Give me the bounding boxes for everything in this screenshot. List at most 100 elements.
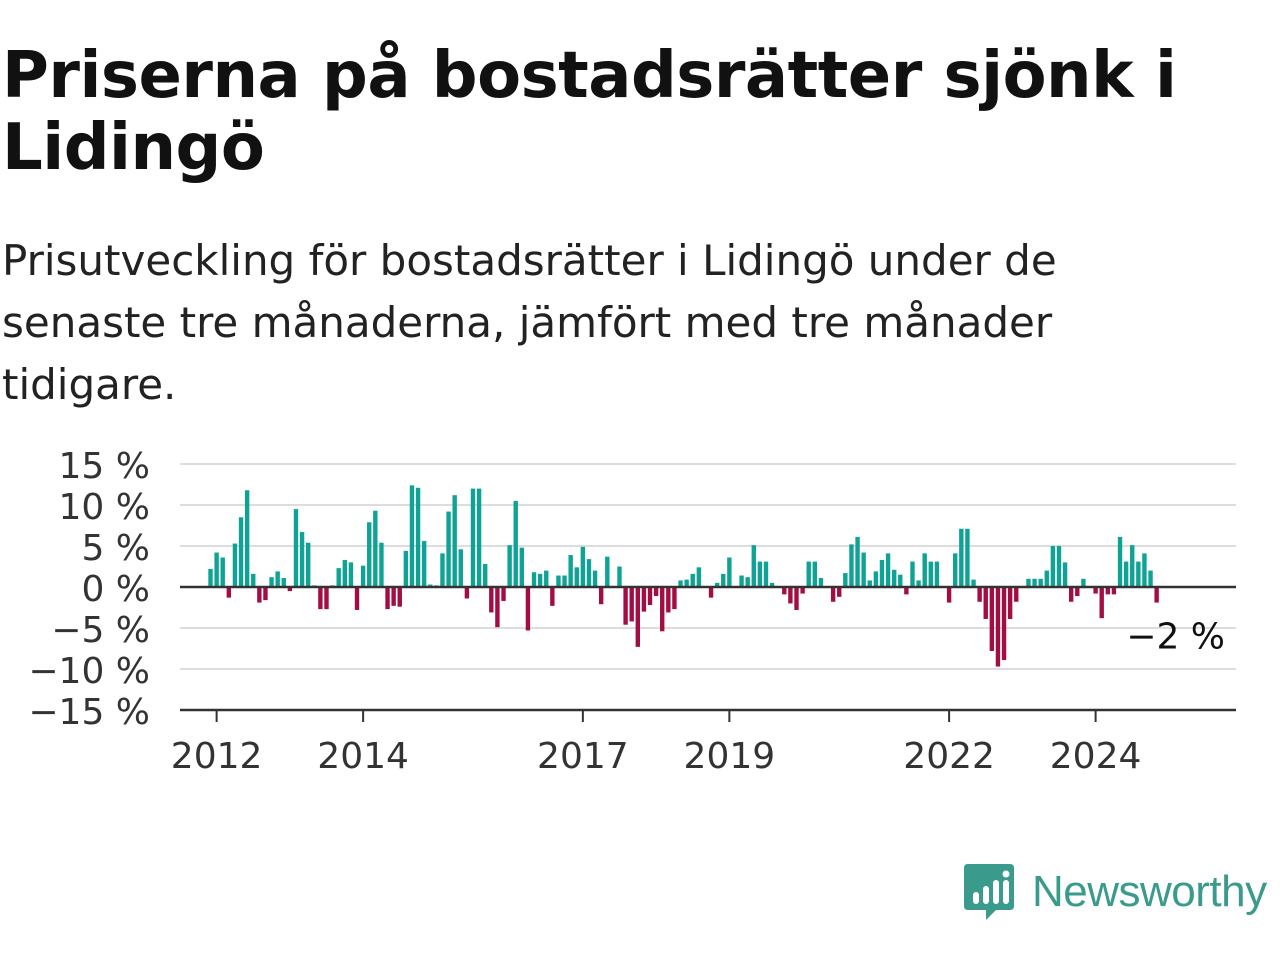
bar bbox=[763, 561, 769, 587]
x-tick-label: 2022 bbox=[903, 736, 995, 777]
bar bbox=[678, 580, 683, 587]
bar bbox=[910, 561, 915, 587]
bar bbox=[1154, 587, 1159, 603]
bar bbox=[464, 587, 470, 599]
bar bbox=[1026, 578, 1031, 587]
bar bbox=[598, 587, 604, 605]
bar bbox=[305, 542, 311, 587]
bar bbox=[1044, 570, 1049, 587]
bar bbox=[867, 580, 872, 587]
bar bbox=[403, 550, 409, 587]
bar bbox=[226, 587, 232, 598]
bar bbox=[531, 572, 537, 587]
bar bbox=[476, 488, 482, 587]
bar bbox=[922, 553, 927, 587]
bar bbox=[708, 587, 714, 598]
bar bbox=[1007, 587, 1013, 619]
bar bbox=[855, 536, 860, 587]
bar bbox=[1001, 587, 1007, 660]
x-tick-label: 2012 bbox=[171, 736, 263, 777]
bar bbox=[513, 500, 518, 587]
bar bbox=[397, 587, 402, 607]
bar bbox=[995, 587, 1001, 667]
bar bbox=[544, 570, 549, 587]
bar bbox=[934, 561, 940, 587]
bar bbox=[690, 573, 695, 587]
bar bbox=[983, 587, 988, 619]
bar bbox=[220, 557, 225, 587]
newsworthy-logo: Newsworthy bbox=[964, 862, 1267, 922]
bar bbox=[891, 569, 897, 587]
bar bbox=[800, 587, 805, 594]
bar bbox=[251, 573, 256, 587]
bar bbox=[660, 587, 665, 632]
bar bbox=[1068, 587, 1074, 602]
bar bbox=[263, 587, 268, 601]
bar bbox=[318, 587, 323, 610]
bar bbox=[885, 553, 891, 587]
bar bbox=[843, 573, 848, 587]
bar bbox=[745, 577, 750, 587]
bar bbox=[782, 587, 787, 595]
grid-lines bbox=[180, 463, 1236, 670]
bar bbox=[495, 587, 500, 628]
bar bbox=[342, 559, 347, 587]
bar bbox=[1111, 587, 1117, 595]
x-tick-label: 2017 bbox=[537, 736, 629, 777]
bar bbox=[672, 587, 677, 610]
bar bbox=[1099, 587, 1104, 619]
bar bbox=[287, 587, 293, 592]
y-tick-label: 5 % bbox=[81, 528, 150, 569]
bar bbox=[684, 579, 689, 587]
bar bbox=[879, 559, 885, 587]
bar bbox=[928, 561, 933, 587]
bar bbox=[360, 565, 366, 587]
bar bbox=[281, 577, 286, 587]
bar bbox=[666, 587, 671, 613]
bar bbox=[1032, 578, 1037, 587]
bar bbox=[873, 571, 879, 587]
bar bbox=[299, 532, 305, 587]
bar bbox=[946, 587, 952, 603]
bar bbox=[751, 545, 756, 587]
bar bbox=[635, 587, 640, 647]
bar bbox=[324, 587, 329, 610]
bar bbox=[446, 511, 451, 587]
bar bbox=[647, 587, 653, 606]
bar bbox=[592, 570, 598, 587]
bar bbox=[830, 587, 836, 602]
bar bbox=[812, 561, 818, 587]
last-value-label: −2 % bbox=[1126, 617, 1225, 658]
bars bbox=[208, 485, 1159, 667]
bar bbox=[574, 567, 579, 587]
bar bbox=[1056, 546, 1062, 587]
bar bbox=[367, 522, 372, 587]
bar bbox=[916, 580, 921, 587]
bar bbox=[556, 575, 561, 587]
axes bbox=[180, 585, 1236, 722]
chart-subtitle: Prisutveckling för bostadsrätter i Lidin… bbox=[2, 236, 1057, 409]
bar bbox=[550, 587, 555, 606]
y-tick-label: 15 % bbox=[59, 446, 150, 487]
bar bbox=[354, 587, 360, 610]
bar bbox=[238, 517, 244, 587]
bar bbox=[244, 490, 250, 587]
bar bbox=[861, 552, 866, 587]
bar-chart: 15 %10 %5 %0 %−5 %−10 %−15 % 2012 2014 2017… bbox=[28, 446, 1236, 777]
x-tick-label: 2014 bbox=[317, 736, 409, 777]
bar bbox=[519, 547, 525, 587]
bar bbox=[232, 543, 238, 587]
bar bbox=[818, 577, 824, 587]
bar bbox=[269, 577, 274, 587]
newsworthy-logo-icon bbox=[964, 864, 1014, 920]
bar bbox=[898, 574, 903, 587]
bar bbox=[849, 544, 854, 587]
bar bbox=[1117, 536, 1123, 587]
bar bbox=[458, 549, 463, 587]
bar bbox=[623, 587, 628, 625]
bar bbox=[336, 568, 341, 587]
bar bbox=[580, 546, 586, 587]
bar bbox=[953, 553, 958, 587]
bar bbox=[1142, 553, 1147, 587]
y-tick-label: −15 % bbox=[28, 692, 150, 733]
